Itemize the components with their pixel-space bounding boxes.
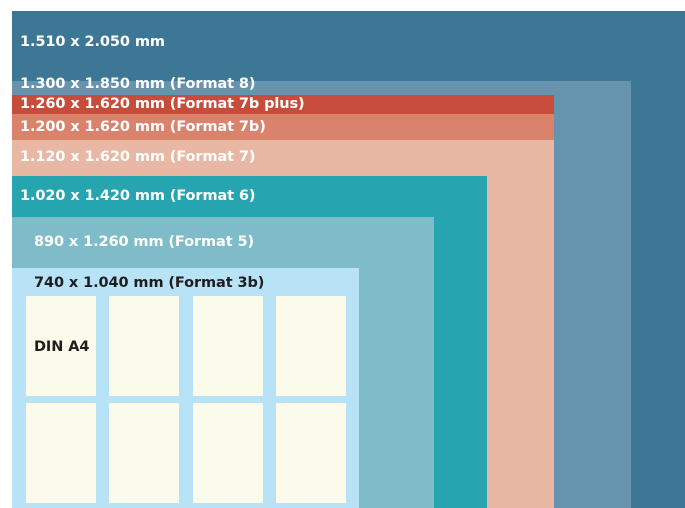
din-a4-sheet bbox=[193, 296, 263, 396]
format-label: 1.120 x 1.620 mm (Format 7) bbox=[20, 149, 256, 165]
din-a4-sheet bbox=[109, 296, 179, 396]
din-a4-sheet bbox=[26, 403, 96, 503]
format-label: 890 x 1.260 mm (Format 5) bbox=[34, 234, 255, 250]
din-a4-sheet bbox=[193, 403, 263, 503]
din-a4-sheet: DIN A4 bbox=[26, 296, 96, 396]
format-label: 1.020 x 1.420 mm (Format 6) bbox=[20, 188, 256, 204]
din-a4-label: DIN A4 bbox=[34, 339, 90, 355]
din-a4-sheet bbox=[276, 296, 346, 396]
din-a4-sheet bbox=[276, 403, 346, 503]
format-label: 1.200 x 1.620 mm (Format 7b) bbox=[20, 119, 266, 135]
format-label: 1.510 x 2.050 mm bbox=[20, 34, 165, 50]
din-a4-sheet bbox=[109, 403, 179, 503]
format-label: 740 x 1.040 mm (Format 3b) bbox=[34, 275, 265, 291]
format-3b: 740 x 1.040 mm (Format 3b) DIN A4 bbox=[12, 268, 359, 508]
format-label: 1.260 x 1.620 mm (Format 7b plus) bbox=[20, 96, 305, 112]
format-label: 1.300 x 1.850 mm (Format 8) bbox=[20, 76, 256, 92]
